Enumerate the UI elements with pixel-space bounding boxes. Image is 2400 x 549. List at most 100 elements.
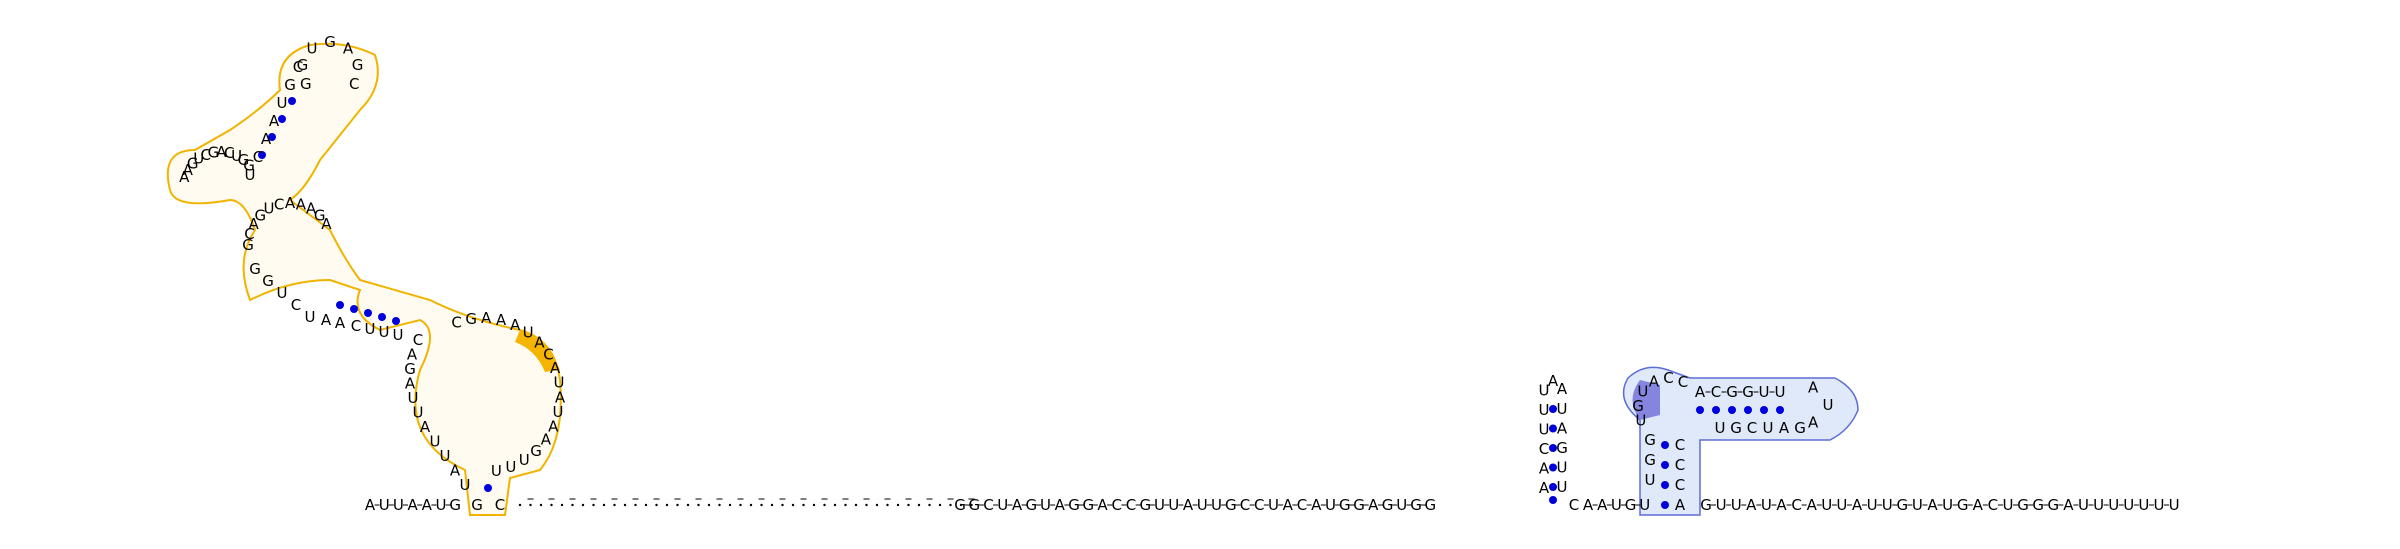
orange-loop-nucleotide: A (481, 309, 492, 327)
leading-strand-nucleotide: U (379, 496, 390, 514)
linker-dot (886, 503, 889, 507)
blue-arm-nucleotide: C (1747, 419, 1757, 437)
trailing-strand-nucleotide: G (1896, 496, 1908, 514)
orange-loop-nucleotide: C (451, 314, 461, 332)
blue-arm-nucleotide: U (1775, 383, 1786, 401)
linear-segment-nucleotide: G (954, 496, 966, 514)
base-pair-dot (336, 301, 344, 309)
trailing-strand-nucleotide: U (2093, 496, 2104, 514)
linear-segment-nucleotide: C (1112, 496, 1122, 514)
orange-stem-nucleotide: C (253, 148, 263, 166)
base-pair-dot (1661, 481, 1669, 489)
base-pair-dot (278, 115, 286, 123)
trailing-strand-nucleotide: G (1700, 496, 1712, 514)
base-pair-dot (1661, 441, 1669, 449)
orange-stem-nucleotide: C (413, 331, 423, 349)
orange-stem-nucleotide: U (277, 94, 288, 112)
small-hairpin-nucleotide: U (1557, 478, 1568, 496)
linker-dot (802, 503, 805, 507)
linear-segment-nucleotide: U (1197, 496, 1208, 514)
linear-segment-nucleotide: U (1611, 496, 1622, 514)
orange-stem-nucleotide: G (284, 76, 296, 94)
leading-strand-nucleotide: U (436, 496, 447, 514)
orange-loop-nucleotide: G (242, 236, 254, 254)
base-pair-dot (1744, 406, 1752, 414)
linear-segment-nucleotide: A (1012, 496, 1023, 514)
trailing-strand-nucleotide: U (2078, 496, 2089, 514)
small-hairpin-loop-nucleotide: A (1557, 380, 1568, 398)
orange-loop-nucleotide: A (285, 194, 296, 212)
linker-dot (718, 503, 721, 507)
linker-dot (970, 503, 973, 507)
base-pair-dot (268, 133, 276, 141)
orange-loop-nucleotide: A (296, 195, 307, 213)
trailing-strand-nucleotide: U (2169, 496, 2180, 514)
orange-bulge-nucleotide: U (277, 284, 288, 302)
linker-dot (644, 503, 648, 507)
small-hairpin-nucleotide: U (1557, 400, 1568, 418)
base-pair-dot (258, 151, 266, 159)
trailing-strand-nucleotide: U (1942, 496, 1953, 514)
trailing-strand-nucleotide: U (1716, 496, 1727, 514)
blue-arm-nucleotide: U (1759, 383, 1770, 401)
linker-dot (550, 503, 553, 507)
linear-segment-nucleotide: G (1225, 496, 1237, 514)
orange-stem-nucleotide: U (440, 447, 451, 465)
orange-bulge-nucleotide: U (379, 323, 390, 341)
orange-loop-nucleotide: U (519, 451, 530, 469)
linker-dot (539, 503, 543, 507)
orange-loop-nucleotide: U (307, 40, 318, 58)
orange-stem-nucleotide: G (404, 360, 416, 378)
orange-region-outline (166, 42, 562, 516)
blue-arm-nucleotide: G (1726, 383, 1738, 401)
blue-stem-nucleotide: U (1645, 471, 1656, 489)
linear-segment-nucleotide: U (1639, 496, 1650, 514)
linker-dot (623, 503, 627, 507)
linker-dot (833, 503, 837, 507)
base-pair-dot (1549, 405, 1557, 413)
linker-dot (592, 503, 595, 507)
linear-segment-nucleotide: A (1597, 496, 1608, 514)
orange-loop-nucleotide: G (187, 155, 199, 173)
base-pair-dot (1661, 501, 1669, 509)
leading-strand-nucleotide: A (422, 496, 433, 514)
orange-loop-nucleotide: G (530, 442, 542, 460)
base-pair-dot (484, 484, 492, 492)
orange-loop-nucleotide: G (208, 144, 220, 162)
base-pair-dot (1776, 406, 1784, 414)
orange-bulge-nucleotide: G (249, 260, 261, 278)
linear-segment-nucleotide: C (983, 496, 993, 514)
orange-loop-nucleotide: G (297, 56, 309, 74)
orange-loop-nucleotide: C (543, 345, 553, 363)
trailing-strand-nucleotide: A (2063, 496, 2074, 514)
base-pair-dots (258, 97, 1784, 509)
base-pair-dot (288, 97, 296, 105)
orange-bulge-nucleotide: C (291, 296, 301, 314)
blue-arm-nucleotide: U (1715, 419, 1726, 437)
linker-dot (529, 503, 532, 507)
small-hairpin-nucleotide: A (1539, 460, 1550, 478)
small-hairpin-nucleotide: C (1539, 440, 1549, 458)
base-pair-dot (1549, 496, 1557, 504)
linear-segment-nucleotide: A (1097, 496, 1108, 514)
blue-loop-nucleotide: C (1663, 369, 1673, 387)
linear-segment-nucleotide: C (1254, 496, 1264, 514)
linear-segment-nucleotide: G (1068, 496, 1080, 514)
blue-loop-nucleotide: C (1678, 373, 1688, 391)
linker-dot (634, 503, 637, 507)
trailing-strand-nucleotide: U (1836, 496, 1847, 514)
trailing-strand-nucleotide: G (2017, 496, 2029, 514)
linear-segment-nucleotide: G (1353, 496, 1365, 514)
orange-loop-nucleotide: A (496, 311, 507, 329)
base-pair-dot (1549, 444, 1557, 452)
trailing-strand-nucleotide: A (1776, 496, 1787, 514)
orange-stem-nucleotide: A (407, 346, 418, 364)
linker-dot (739, 503, 742, 507)
orange-loop-nucleotide: G (300, 75, 312, 93)
trailing-strand-nucleotide: A (1927, 496, 1938, 514)
linear-segment-nucleotide: G (1339, 496, 1351, 514)
orange-loop-nucleotide: A (306, 200, 317, 218)
linker-dot (697, 503, 700, 507)
linear-segment-nucleotide: C (1297, 496, 1307, 514)
small-hairpin-nucleotide: U (1539, 401, 1550, 419)
